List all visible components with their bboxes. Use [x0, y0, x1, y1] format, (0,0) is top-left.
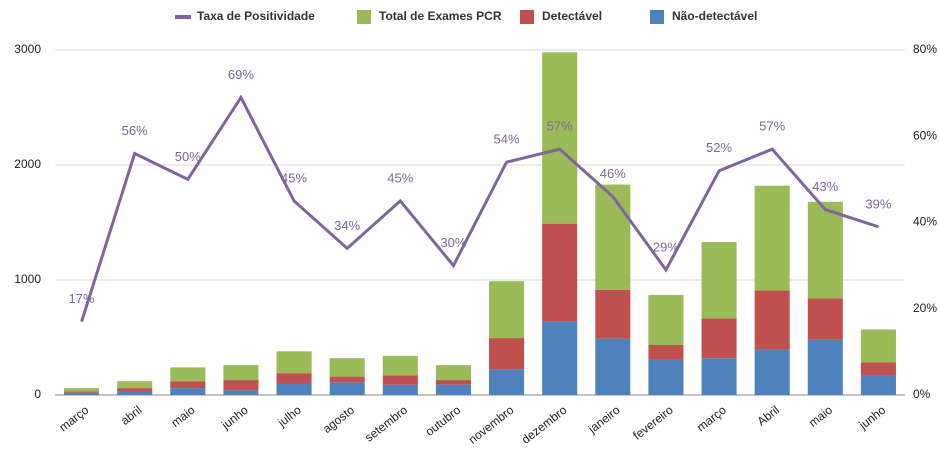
- bar-segment: [170, 367, 206, 382]
- y-tick-label: 3000: [14, 42, 41, 56]
- y2-tick-label: 0%: [913, 387, 931, 401]
- data-label: 29%: [653, 239, 679, 254]
- bar-segment: [489, 338, 525, 370]
- legend-swatch: [357, 10, 371, 24]
- bar-segment: [382, 384, 418, 395]
- legend-label: Detectável: [542, 9, 602, 23]
- legend-label: Não-detectável: [672, 9, 757, 23]
- x-tick-label: agosto: [320, 403, 357, 436]
- bar-segment: [595, 184, 631, 290]
- y2-tick-label: 60%: [913, 128, 937, 142]
- data-label: 69%: [228, 67, 254, 82]
- bar-segment: [648, 294, 684, 345]
- x-tick-label: novembro: [466, 403, 517, 447]
- bar-segment: [860, 362, 896, 376]
- bar-segment: [435, 365, 471, 381]
- x-tick-label: julho: [274, 403, 304, 430]
- x-tick-label: setembro: [362, 403, 410, 445]
- bar-segment: [329, 376, 365, 383]
- bar-segment: [754, 290, 790, 350]
- bar-segment: [595, 338, 631, 395]
- bar-segment: [117, 388, 153, 392]
- y-tick-label: 1000: [14, 272, 41, 286]
- line: [80, 94, 879, 323]
- data-label: 43%: [812, 179, 838, 194]
- data-label: 52%: [706, 140, 732, 155]
- data-label: 56%: [122, 123, 148, 138]
- legend-label: Total de Exames PCR: [379, 9, 502, 23]
- bar-segment: [807, 339, 843, 395]
- x-tick-label: maio: [806, 403, 835, 430]
- data-label: 57%: [547, 119, 573, 134]
- x-tick-label: outubro: [423, 403, 464, 439]
- bar-segment: [64, 392, 100, 395]
- bar-segment: [860, 375, 896, 395]
- x-tick-label: março: [56, 403, 91, 435]
- legend-swatch: [650, 10, 664, 24]
- x-tick-label: março: [694, 403, 729, 435]
- bar-segment: [276, 383, 312, 395]
- data-label: 34%: [334, 218, 360, 233]
- bar-segment: [223, 365, 259, 381]
- bar-segment: [542, 321, 578, 395]
- bar-segment: [170, 381, 206, 389]
- y2-tick-label: 80%: [913, 42, 937, 56]
- data-label: 57%: [759, 119, 785, 134]
- data-label: 45%: [281, 170, 307, 185]
- data-label: 54%: [494, 132, 520, 147]
- x-tick-label: dezembro: [519, 403, 570, 447]
- bar-segment: [382, 355, 418, 376]
- y-tick-label: 2000: [14, 157, 41, 171]
- x-tick-label: junho: [856, 403, 889, 433]
- bar-segment: [382, 375, 418, 385]
- y-tick-label: 0: [34, 387, 41, 401]
- data-label: 50%: [175, 149, 201, 164]
- bar-segment: [542, 52, 578, 224]
- legend-label: Taxa de Positividade: [197, 9, 315, 23]
- bar-segment: [807, 201, 843, 299]
- bar-segment: [754, 185, 790, 291]
- data-label: 30%: [440, 235, 466, 250]
- x-tick-label: abril: [118, 403, 144, 428]
- bar-segment: [117, 391, 153, 395]
- bar-segment: [329, 382, 365, 395]
- bar-segment: [648, 344, 684, 360]
- bar-segment: [701, 318, 737, 359]
- bar-segment: [64, 391, 100, 393]
- y2-tick-label: 40%: [913, 215, 937, 229]
- bar-segment: [489, 281, 525, 339]
- bar-segment: [807, 298, 843, 340]
- data-label: 17%: [69, 291, 95, 306]
- x-tick-label: junho: [218, 403, 251, 433]
- bar-segment: [170, 388, 206, 395]
- bar-segment: [648, 359, 684, 395]
- data-label: 45%: [387, 170, 413, 185]
- data-label: 39%: [865, 196, 891, 211]
- bar-segment: [117, 381, 153, 389]
- x-tick-label: Abril: [754, 403, 782, 429]
- x-tick-label: maio: [168, 403, 197, 430]
- bar-segment: [276, 373, 312, 384]
- bar-segment: [223, 380, 259, 391]
- bar-segment: [435, 380, 471, 385]
- data-label: 46%: [600, 166, 626, 181]
- bar-segment: [701, 242, 737, 319]
- bar-segment: [223, 390, 259, 395]
- bar-segment: [435, 384, 471, 395]
- bar-segment: [754, 349, 790, 395]
- bar-segment: [329, 358, 365, 377]
- y2-tick-label: 20%: [913, 301, 937, 315]
- bar-segment: [276, 351, 312, 374]
- bar-segment: [542, 223, 578, 322]
- bar-segment: [860, 329, 896, 363]
- legend-swatch: [520, 10, 534, 24]
- x-tick-label: fevereiro: [630, 403, 676, 443]
- bar-segment: [489, 369, 525, 395]
- bar-segment: [701, 358, 737, 395]
- bar-segment: [595, 289, 631, 339]
- bar-segment: [64, 388, 100, 392]
- x-tick-label: janeiro: [585, 403, 623, 437]
